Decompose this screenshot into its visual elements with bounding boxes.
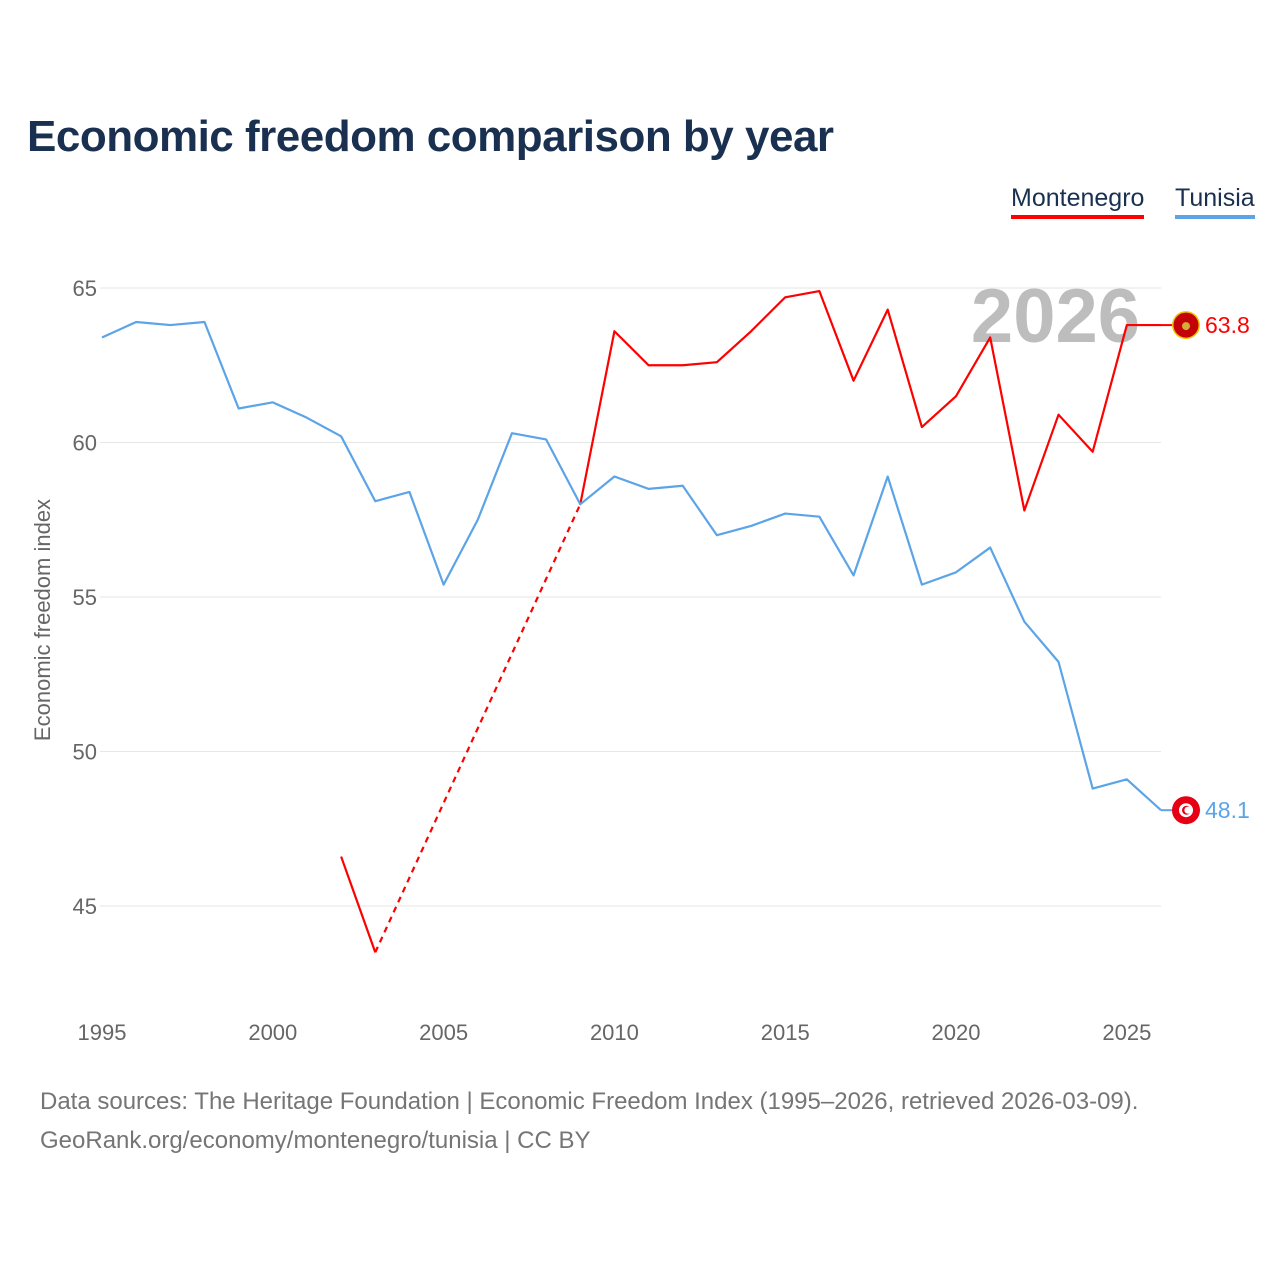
end-value-label-montenegro: 63.8 (1205, 312, 1250, 338)
x-tick-label: 1995 (78, 1020, 127, 1045)
x-tick-label: 2010 (590, 1020, 639, 1045)
chart-title: Economic freedom comparison by year (27, 112, 834, 161)
flag-crescent-cut (1184, 806, 1192, 814)
series-line-montenegro (340, 856, 377, 953)
x-tick-label: 2015 (761, 1020, 810, 1045)
series-gap-line-montenegro (374, 503, 582, 953)
end-value-label-tunisia: 48.1 (1205, 797, 1250, 823)
series-line-tunisia (101, 320, 1162, 812)
y-tick-label: 50 (73, 740, 97, 765)
credit-note: GeoRank.org/economy/montenegro/tunisia |… (40, 1127, 591, 1154)
flag-emblem (1182, 322, 1190, 331)
legend-item-montenegro[interactable]: Montenegro (1011, 184, 1145, 219)
x-tick-label: 2005 (419, 1020, 468, 1045)
x-tick-label: 2000 (248, 1020, 297, 1045)
x-tick-label: 2020 (932, 1020, 981, 1045)
y-tick-label: 60 (73, 431, 97, 456)
series-line-montenegro (579, 289, 1161, 512)
year-watermark: 2026 (971, 274, 1140, 359)
y-tick-label: 65 (73, 276, 97, 301)
y-tick-label: 45 (73, 894, 97, 919)
y-axis-label: Economic freedom index (30, 499, 55, 741)
source-note: Data sources: The Heritage Foundation | … (40, 1088, 1139, 1115)
y-tick-label: 55 (73, 585, 97, 610)
legend-item-tunisia[interactable]: Tunisia (1175, 184, 1255, 219)
x-tick-label: 2025 (1102, 1020, 1151, 1045)
